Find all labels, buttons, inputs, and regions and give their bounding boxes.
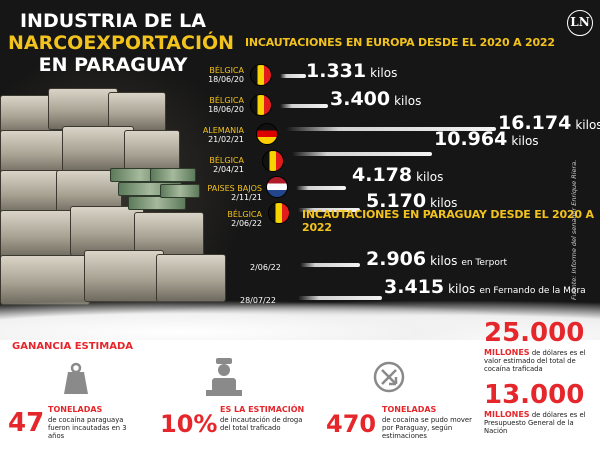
title-line-3: EN PARAGUAY xyxy=(38,54,188,76)
powder-streak xyxy=(298,208,360,212)
unit: kilos xyxy=(448,282,476,296)
seizure-date: 18/06/20 xyxy=(208,105,244,114)
stat-label: MILLONES xyxy=(484,410,530,419)
powder-edge xyxy=(0,300,600,340)
paraguay-heading: INCAUTACIONES EN PARAGUAY DESDE EL 2020 … xyxy=(302,208,594,234)
seizure-place: en Fernando de la Mora xyxy=(479,286,586,296)
amount: 3.415 xyxy=(384,276,445,298)
powder-streak xyxy=(286,127,496,131)
unit: kilos xyxy=(370,66,398,80)
unit: kilos xyxy=(394,94,422,108)
stat-description: de cocaína se pudo mover por Paraguay, s… xyxy=(382,416,472,440)
unit: kilos xyxy=(416,170,444,184)
stat-detail: MILLONES de dólares es el valor estimado… xyxy=(484,348,596,373)
stat-label-rest: de dólares xyxy=(531,349,568,357)
country-label: PAISES BAJOS xyxy=(207,184,262,193)
powder-streak xyxy=(292,152,432,156)
worker-icon xyxy=(206,358,242,396)
stat-label-rest: de dólares xyxy=(531,411,568,419)
stat-description: de cocaína paraguaya fueron incautadas e… xyxy=(48,416,127,440)
belgium-flag-icon xyxy=(262,150,284,172)
stat-description: es el Presupuesto General de la Nación xyxy=(484,411,586,435)
stat-label: TONELADAS xyxy=(48,405,103,414)
stat-detail: MILLONES de dólares es el Presupuesto Ge… xyxy=(484,410,596,435)
netherlands-flag-icon xyxy=(266,176,288,198)
seizure-date: 2/04/21 xyxy=(213,165,244,174)
weight-icon xyxy=(64,362,88,394)
germany-flag-icon xyxy=(256,123,278,145)
ln-logo: LN xyxy=(567,10,593,36)
stat-number: 25.000 xyxy=(484,318,585,348)
amount: 2.906 xyxy=(366,248,427,270)
stat-number: 10% xyxy=(160,410,218,438)
powder-streak xyxy=(296,186,346,190)
amount: 3.400 xyxy=(330,88,391,110)
amount: 1.331 xyxy=(306,60,367,82)
seizure-date: 21/02/21 xyxy=(208,135,244,144)
stat-description: de incautación de droga del total trafic… xyxy=(220,416,303,432)
country-label: BÉLGICA xyxy=(209,66,244,75)
amount: 5.170 xyxy=(366,190,427,212)
title-line-2: NARCOEXPORTACIÓN xyxy=(8,32,235,54)
powder-streak xyxy=(300,263,360,267)
powder-streak xyxy=(280,74,306,78)
seizure-date: 2/11/21 xyxy=(231,193,262,202)
stat-label: ES LA ESTIMACIÓN xyxy=(220,405,305,414)
unit: kilos xyxy=(575,118,600,132)
source-note: Fuente: Informe del senador Enrique Rier… xyxy=(570,159,578,300)
title-line-1: INDUSTRIA DE LA xyxy=(19,10,206,32)
unit: kilos xyxy=(430,254,458,268)
country-label: BÉLGICA xyxy=(227,210,262,219)
page-title: INDUSTRIA DE LA NARCOEXPORTACIÓN EN PARA… xyxy=(8,10,235,76)
seizure-date: 18/06/20 xyxy=(208,75,244,84)
belgium-flag-icon xyxy=(250,94,272,116)
unit: kilos xyxy=(511,134,539,148)
amount: 16.174 xyxy=(498,112,572,134)
powder-streak xyxy=(280,104,328,108)
seizure-date: 2/06/22 xyxy=(231,219,262,228)
stat-number: 13.000 xyxy=(484,380,585,410)
country-label: BÉLGICA xyxy=(209,156,244,165)
seizure-date: 2/06/22 xyxy=(250,263,281,272)
stat-number: 470 xyxy=(326,410,377,438)
recycle-arrows-icon xyxy=(373,361,405,393)
amount: 4.178 xyxy=(352,164,413,186)
stat-label: MILLONES xyxy=(484,348,530,357)
ganancia-heading: GANANCIA ESTIMADA xyxy=(12,341,134,352)
belgium-flag-icon xyxy=(250,64,272,86)
powder-streak xyxy=(298,296,382,300)
stat-number: 47 xyxy=(8,408,45,438)
stat-description: es el valor estimado del total de cocaín… xyxy=(484,349,586,373)
stat-label: TONELADAS xyxy=(382,405,437,414)
unit: kilos xyxy=(430,196,458,210)
europe-heading: INCAUTACIONES EN EUROPA DESDE EL 2020 A … xyxy=(245,36,555,49)
country-label: ALEMANIA xyxy=(202,126,244,135)
seizure-place: en Terport xyxy=(461,258,508,268)
amount: 10.964 xyxy=(434,128,508,150)
country-label: BÉLGICA xyxy=(209,96,244,105)
belgium-flag-icon xyxy=(268,202,290,224)
